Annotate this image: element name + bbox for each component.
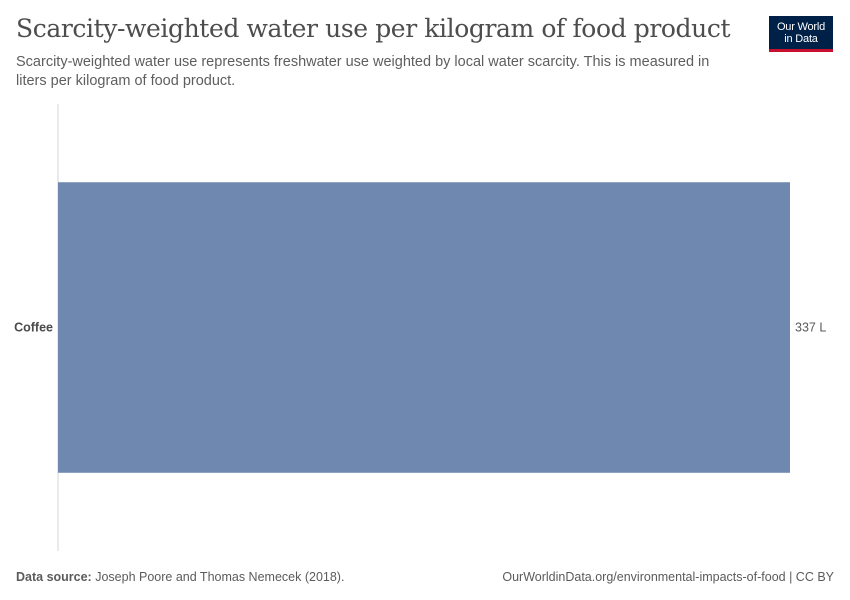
data-source-text: Joseph Poore and Thomas Nemecek (2018). xyxy=(95,570,344,584)
bar-coffee[interactable] xyxy=(58,182,790,473)
data-source: Data source: Joseph Poore and Thomas Nem… xyxy=(16,570,344,584)
source-url[interactable]: OurWorldinData.org/environmental-impacts… xyxy=(502,570,834,584)
value-label: 337 L xyxy=(795,321,826,335)
data-source-label: Data source: xyxy=(16,570,92,584)
category-label: Coffee xyxy=(14,321,53,335)
